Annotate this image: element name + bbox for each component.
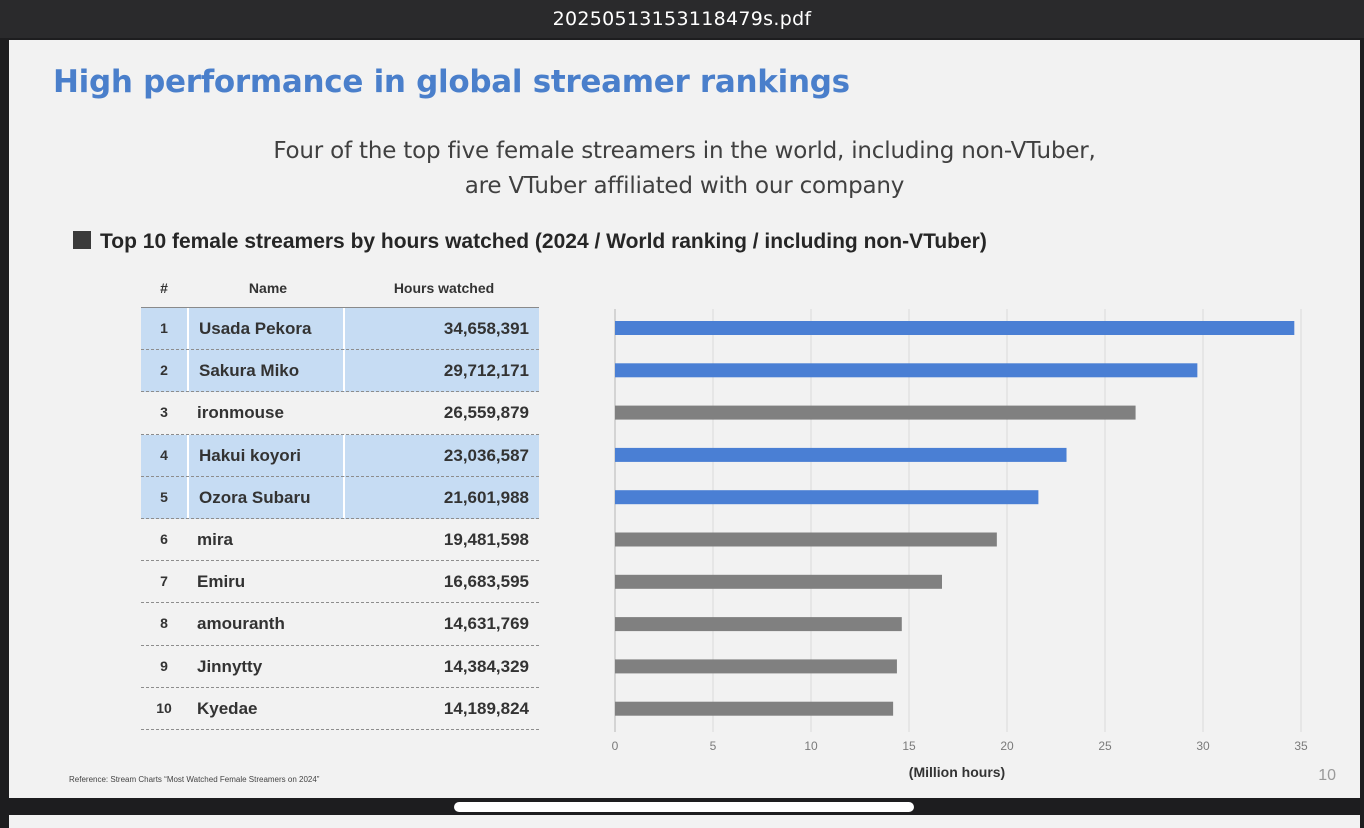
name-cell: Ozora Subaru [187,476,345,518]
hours-cell: 14,189,824 [443,698,529,718]
hours-cell: 26,559,879 [443,403,529,423]
x-tick-label: 5 [710,739,717,753]
bar-rank-3 [615,405,1136,420]
bar-rank-9 [615,659,897,674]
name-cell: mira [197,529,233,549]
ranking-table: # Name Hours watched 1 Usada Pekora 34,658… [141,278,539,730]
bar-rank-4 [615,447,1067,462]
x-tick-label: 25 [1098,739,1112,753]
window-title: 20250513153118479s.pdf [0,0,1364,38]
x-tick-label: 30 [1196,739,1210,753]
hours-cell: 34,658,391 [443,319,529,338]
name-cell: Jinnytty [197,656,263,676]
bar-rank-5 [615,490,1039,505]
table-row: 9 Jinnytty 14,384,329 [141,646,539,688]
table-body: 1 Usada Pekora 34,658,391 2 Sakura Miko 29,71… [141,308,539,730]
rank-cell: 2 [160,362,168,379]
bar-rank-2 [615,363,1198,378]
table-row: 7 Emiru 16,683,595 [141,561,539,604]
page-scroll-handle[interactable] [454,802,914,812]
hours-cell: 14,384,329 [443,656,529,676]
slide-subtitle: Four of the top five female streamers in… [9,134,1360,204]
rank-cell: 3 [160,404,168,421]
x-axis-label: (Million hours) [908,764,1006,780]
rank-cell: 5 [160,488,168,505]
reference-note: Reference: Stream Charts “Most Watched F… [69,775,320,784]
rank-cell: 1 [160,320,168,336]
x-tick-label: 15 [902,739,916,753]
square-bullet-icon [73,231,91,249]
table-row: 3 ironmouse 26,559,879 [141,392,539,435]
bar-rank-7 [615,574,942,589]
header-rank: # [160,280,168,296]
name-cell: Usada Pekora [187,308,345,349]
bar-chart-svg: 0 5 10 15 20 25 30 35 [612,309,1308,753]
name-cell: Sakura Miko [187,350,345,392]
name-cell: Kyedae [197,698,258,718]
table-row: 5 Ozora Subaru 21,601,988 [141,476,539,519]
x-tick-label: 20 [1000,739,1014,753]
hours-cell: 19,481,598 [443,529,529,549]
rank-cell: 4 [160,446,168,463]
hours-bar-chart: 0 5 10 15 20 25 30 35 (Million hours) [589,305,1349,790]
page-number: 10 [1318,767,1336,784]
rank-cell: 9 [160,657,168,674]
header-hours: Hours watched [393,280,495,296]
next-page-edge [9,815,1360,828]
table-row: 1 Usada Pekora 34,658,391 [141,308,539,351]
rank-cell: 6 [160,530,168,547]
rank-cell: 10 [156,699,172,716]
section-heading: Top 10 female streamers by hours watched… [73,230,987,254]
hours-cell: 21,601,988 [443,487,529,507]
name-cell: amouranth [197,614,285,634]
pdf-page: High performance in global streamer rank… [9,40,1360,798]
table-row: 6 mira 19,481,598 [141,519,539,562]
x-tick-label: 10 [804,739,818,753]
x-tick-label: 0 [612,739,619,753]
subtitle-line-1: Four of the top five female streamers in… [273,138,1096,164]
bar-rank-10 [615,701,894,716]
bar-rank-8 [615,617,902,632]
section-heading-text: Top 10 female streamers by hours watched… [100,230,987,253]
hours-cell: 16,683,595 [443,572,529,592]
rank-cell: 8 [160,615,168,632]
table-row: 4 Hakui koyori 23,036,587 [141,434,539,477]
name-cell: Hakui koyori [187,434,345,476]
table-row: 10 Kyedae 14,189,824 [141,688,539,730]
name-cell: Emiru [197,572,246,592]
hours-cell: 14,631,769 [443,614,529,634]
hours-cell: 29,712,171 [443,361,529,381]
bar-rank-1 [615,321,1295,335]
table-header: # Name Hours watched [141,278,539,309]
bar-rank-6 [615,532,997,547]
header-name: Name [248,280,288,296]
rank-cell: 7 [160,573,168,590]
table-row: 8 amouranth 14,631,769 [141,603,539,646]
slide-title: High performance in global streamer rank… [53,64,850,100]
x-tick-label: 35 [1294,739,1308,753]
table-row: 2 Sakura Miko 29,712,171 [141,350,539,393]
name-cell: ironmouse [197,403,284,423]
hours-cell: 23,036,587 [443,445,529,465]
subtitle-line-2: are VTuber affiliated with our company [464,173,905,199]
